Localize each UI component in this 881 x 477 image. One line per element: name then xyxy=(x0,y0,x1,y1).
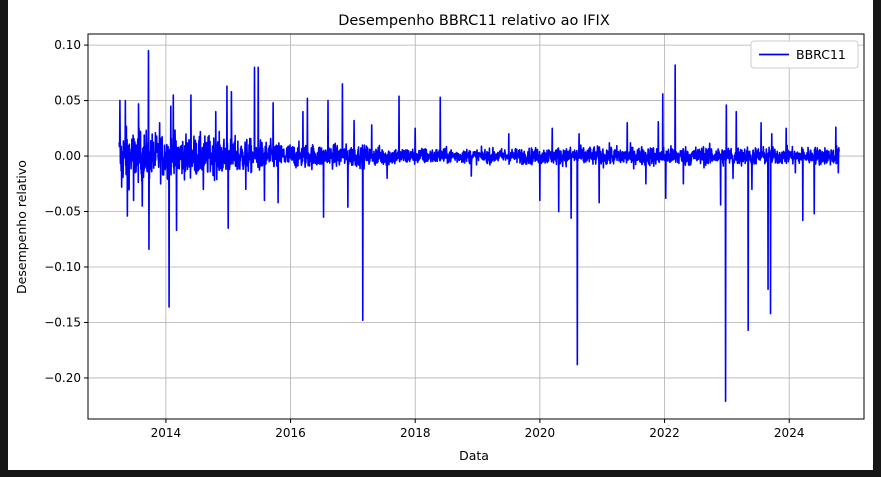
legend: BBRC11 xyxy=(750,40,859,69)
plot-frame xyxy=(87,33,865,420)
series-line-bbrc11 xyxy=(118,49,840,403)
x-tick-label: 2020 xyxy=(525,426,556,440)
y-tick-label: 0.10 xyxy=(54,38,81,52)
y-tick-label: −0.05 xyxy=(44,205,81,219)
line-chart: 0.100.050.00−0.05−0.10−0.15−0.20 2014 201… xyxy=(14,13,865,463)
chart-title: Desempenho BBRC11 relativo ao IFIX xyxy=(338,13,610,29)
x-axis-ticks: 2014 2016 2018 2020 2022 2024 xyxy=(151,419,805,440)
y-tick-label: 0.00 xyxy=(54,149,81,163)
y-axis-label: Desempenho relativo xyxy=(14,160,29,294)
y-tick-label: 0.05 xyxy=(54,94,81,108)
plot-background xyxy=(88,34,864,419)
y-tick-label: −0.20 xyxy=(44,371,81,385)
x-tick-label: 2024 xyxy=(774,426,805,440)
legend-label-bbrc11: BBRC11 xyxy=(796,47,846,62)
x-tick-label: 2018 xyxy=(400,426,431,440)
y-tick-label: −0.15 xyxy=(44,315,81,329)
y-axis-ticks: 0.10 0.05 0.00 −0.05 −0.10 −0.15 −0.20 xyxy=(44,38,88,385)
y-tick-label: −0.10 xyxy=(44,260,81,274)
legend-box xyxy=(750,40,859,69)
figure: 0.10 0.05 0.00 −0.05 −0.10 −0.15 −0.20 2014 201… xyxy=(8,0,873,470)
x-tick-label: 2016 xyxy=(275,426,306,440)
x-tick-label: 2014 xyxy=(151,426,182,440)
x-tick-label: 2022 xyxy=(649,426,680,440)
x-axis-label: Data xyxy=(459,448,489,463)
